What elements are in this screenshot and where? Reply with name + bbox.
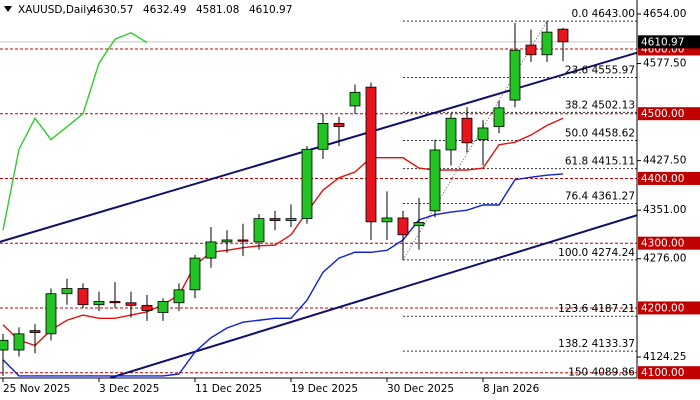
candle-body <box>45 293 57 335</box>
candle-body <box>125 302 137 306</box>
candle-body <box>221 239 233 243</box>
candle-body <box>509 49 521 101</box>
y-tick-label: 4654.00 <box>643 8 686 20</box>
indicator-line <box>2 117 564 347</box>
candle-body <box>109 301 121 304</box>
candle-body <box>333 123 345 128</box>
level-label: 4100.00 <box>641 367 684 379</box>
fib-label: 0.0 4643.00 <box>572 8 635 20</box>
x-tick-label: 19 Dec 2025 <box>291 383 358 395</box>
indicator-line <box>2 173 564 377</box>
candle-body <box>381 217 393 223</box>
indicator-line <box>2 31 148 231</box>
fib-label: 150 4089.86 <box>568 366 635 378</box>
y-tick-label: 4351.00 <box>643 204 686 216</box>
candle-body <box>253 218 265 243</box>
trendline <box>109 214 637 378</box>
candle-body <box>557 28 569 43</box>
fib-label: 61.8 4415.11 <box>565 156 635 168</box>
y-tick-label: 4427.50 <box>643 155 686 167</box>
ohlc-low: 4581.08 <box>196 4 239 16</box>
candle-body <box>461 117 473 144</box>
level-label-box <box>638 366 700 380</box>
candle-body <box>493 107 505 128</box>
candle-body <box>301 148 313 219</box>
fib-label: 23.6 4555.97 <box>565 64 635 76</box>
candle-body <box>445 117 457 151</box>
ohlc-close: 4610.97 <box>249 4 292 16</box>
x-tick-label: 3 Dec 2025 <box>99 383 159 395</box>
ohlc-open: 4630.57 <box>90 4 133 16</box>
y-tick-label: 4124.25 <box>643 351 686 363</box>
menu-arrow <box>4 6 12 12</box>
candle-body <box>157 301 169 313</box>
price-box <box>638 35 700 49</box>
level-label: 4200.00 <box>641 302 684 314</box>
x-tick-label: 11 Dec 2025 <box>195 383 262 395</box>
level-label-box <box>638 171 700 185</box>
candle-body <box>61 288 73 295</box>
fib-label: 123.6 4187.21 <box>558 303 635 315</box>
candle-body <box>237 239 249 242</box>
candle-body <box>525 44 537 56</box>
candle-body <box>0 339 9 351</box>
candle-body <box>141 304 153 311</box>
fib-label: 138.2 4133.37 <box>558 338 635 350</box>
chart-title: XAUUSD,Daily <box>18 4 92 16</box>
candle-body <box>541 31 553 56</box>
candle-body <box>269 218 281 221</box>
fib-label: 38.2 4502.13 <box>565 99 635 111</box>
x-tick-label: 8 Jan 2026 <box>483 383 540 395</box>
candle-body <box>477 127 489 140</box>
candle-body <box>397 217 409 236</box>
candle-body <box>413 222 425 227</box>
y-tick-label: 4276.00 <box>643 253 686 265</box>
candle-body <box>173 289 185 304</box>
candle-body <box>429 149 441 212</box>
y-tick-label: 4577.50 <box>643 58 686 70</box>
candle-body <box>77 288 89 306</box>
fib-label: 50.0 4458.62 <box>565 127 635 139</box>
candle-body <box>317 123 329 150</box>
candle-body <box>13 333 25 351</box>
candle-body <box>349 91 361 107</box>
candle-body <box>205 241 217 259</box>
price-label: 4610.97 <box>641 36 684 48</box>
level-label: 4400.00 <box>641 173 684 185</box>
x-tick-label: 25 Nov 2025 <box>3 383 70 395</box>
x-tick-label: 30 Dec 2025 <box>387 383 454 395</box>
fib-label: 76.4 4361.27 <box>565 191 635 203</box>
candle-body <box>189 257 201 291</box>
level-label-box <box>638 301 700 315</box>
candle-body <box>29 330 41 333</box>
candle-body <box>365 86 377 223</box>
candle-body <box>285 218 297 221</box>
level-label: 4300.00 <box>641 238 684 250</box>
level-label: 4500.00 <box>641 108 684 120</box>
plot-area <box>0 20 637 378</box>
level-label-box <box>638 236 700 250</box>
level-label-box <box>638 107 700 121</box>
candle-body <box>93 301 105 306</box>
fib-label: 100.0 4274.24 <box>558 247 635 259</box>
ohlc-high: 4632.49 <box>143 4 186 16</box>
